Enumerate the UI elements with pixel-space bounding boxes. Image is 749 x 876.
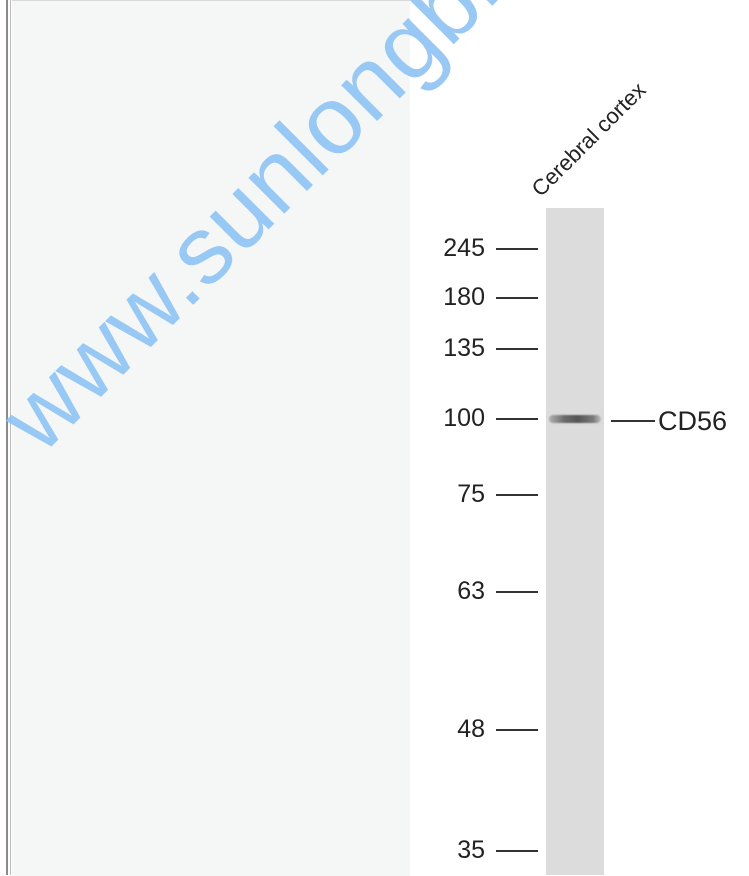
frame-border-inner: [10, 0, 11, 875]
marker-245: 245: [418, 234, 543, 262]
marker-tick: [496, 591, 538, 593]
marker-value: 63: [457, 577, 485, 605]
marker-value: 135: [443, 334, 485, 362]
marker-value: 180: [443, 283, 485, 311]
marker-value: 48: [457, 715, 485, 743]
marker-75: 75: [418, 480, 543, 508]
target-label: CD56: [658, 406, 728, 436]
marker-value: 100: [443, 404, 485, 432]
marker-tick: [496, 850, 538, 852]
frame-border: [6, 0, 8, 875]
marker-100: 100: [418, 404, 543, 432]
marker-tick: [496, 418, 538, 420]
marker-35: 35: [418, 836, 543, 864]
target-pointer-line: [611, 420, 655, 422]
marker-value: 245: [443, 234, 485, 262]
protein-band: [549, 415, 601, 423]
marker-tick: [496, 297, 538, 299]
marker-135: 135: [418, 334, 543, 362]
marker-63: 63: [418, 577, 543, 605]
marker-tick: [496, 348, 538, 350]
marker-tick: [496, 248, 538, 250]
marker-value: 75: [457, 480, 485, 508]
marker-tick: [496, 494, 538, 496]
left-panel: [12, 0, 410, 876]
marker-tick: [496, 729, 538, 731]
marker-48: 48: [418, 715, 543, 743]
marker-180: 180: [418, 283, 543, 311]
marker-value: 35: [457, 836, 485, 864]
gel-lane: [546, 208, 604, 875]
